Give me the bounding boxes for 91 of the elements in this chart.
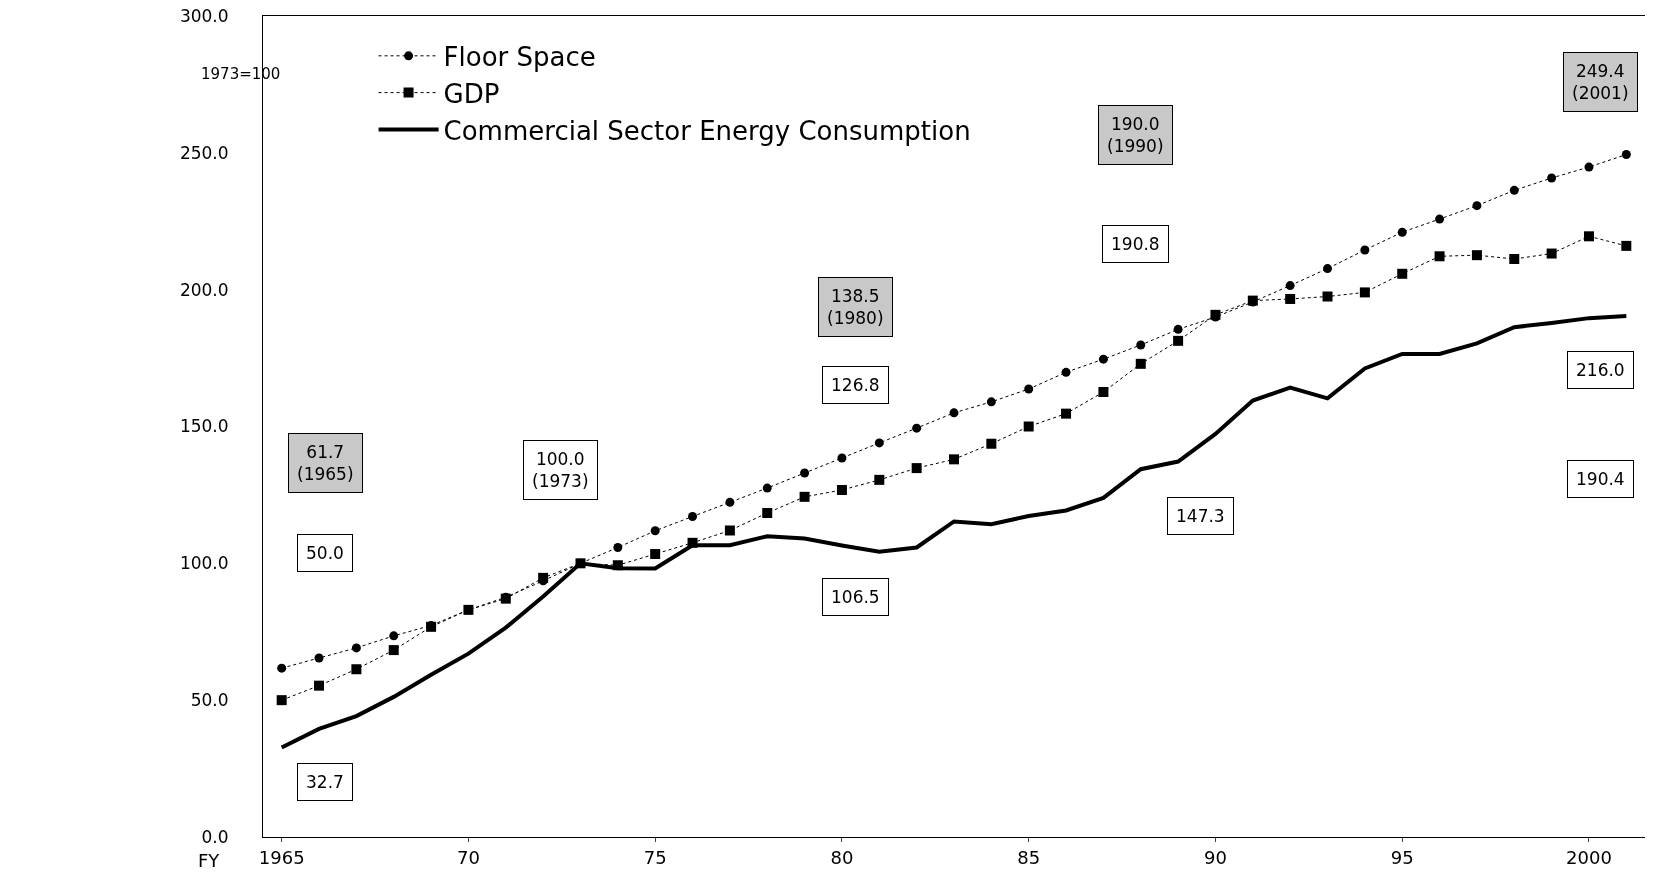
point <box>724 525 735 536</box>
point <box>1285 281 1295 291</box>
point <box>874 474 885 485</box>
point <box>986 397 996 407</box>
x-tick-label: 85 <box>1017 846 1041 868</box>
annotation: 190.0 (1990) <box>1107 114 1164 157</box>
point <box>1061 408 1072 419</box>
point <box>1023 421 1034 432</box>
point <box>314 680 325 691</box>
point <box>912 423 922 433</box>
point <box>538 572 549 583</box>
point <box>1621 149 1631 159</box>
point <box>949 408 959 418</box>
point <box>1173 335 1184 346</box>
point <box>1397 268 1408 279</box>
point <box>836 484 847 495</box>
point <box>874 438 884 448</box>
annotation: 61.7 (1965) <box>297 442 354 485</box>
point <box>688 512 698 522</box>
point <box>1285 293 1296 304</box>
point <box>1024 384 1034 394</box>
point <box>1434 251 1445 262</box>
point <box>1322 291 1333 302</box>
x-tick-label: 2000 <box>1566 846 1612 868</box>
point <box>613 542 623 552</box>
point <box>1435 214 1445 224</box>
x-tick-label: 1965 <box>258 846 305 868</box>
point <box>314 653 324 663</box>
annotation: 138.5 (1980) <box>827 286 884 329</box>
point <box>1584 162 1594 172</box>
y-tick-label: 200.0 <box>179 279 229 300</box>
point <box>1061 367 1071 377</box>
point <box>837 453 847 463</box>
point <box>986 438 997 449</box>
annotation: 190.4 <box>1576 469 1625 489</box>
y-tick-label: 100.0 <box>179 553 229 574</box>
legend-label: Commercial Sector Energy Consumption <box>443 115 971 146</box>
annotation: 100.0 (1973) <box>532 449 589 492</box>
x-tick-label: 95 <box>1390 846 1414 868</box>
point <box>650 526 660 536</box>
point <box>1173 324 1183 334</box>
point <box>1360 245 1370 255</box>
point <box>1323 264 1333 274</box>
annotation: 50.0 <box>306 543 344 563</box>
x-tick-label: 80 <box>830 846 854 868</box>
point <box>1509 254 1520 265</box>
point <box>949 454 959 465</box>
y-tick-label: 50.0 <box>190 690 229 711</box>
point <box>1098 354 1108 364</box>
point <box>1397 227 1407 237</box>
annotation: 126.8 <box>831 375 880 395</box>
legend-label: GDP <box>443 78 500 109</box>
point <box>1621 240 1632 251</box>
point <box>351 643 361 653</box>
point <box>1098 387 1109 398</box>
y-tick-label: 250.0 <box>179 142 229 163</box>
point <box>1583 231 1594 242</box>
annotation: 190.8 <box>1111 234 1160 254</box>
x-tick-label: 70 <box>456 846 480 868</box>
point <box>1546 248 1557 259</box>
x-tick-label: 90 <box>1204 846 1227 868</box>
point <box>799 491 810 502</box>
point <box>1472 201 1482 211</box>
x-tick-label: 75 <box>643 846 667 868</box>
point <box>725 497 735 507</box>
annotation: 106.5 <box>831 587 880 607</box>
point <box>276 695 287 706</box>
y-tick-label: 0.0 <box>201 826 229 847</box>
point <box>1547 173 1557 183</box>
point <box>911 463 922 474</box>
annotation: 216.0 <box>1576 360 1625 380</box>
point <box>800 468 810 478</box>
annotation: 32.7 <box>306 772 344 792</box>
point <box>1136 340 1146 350</box>
point <box>762 507 773 518</box>
point <box>650 549 661 560</box>
annotation: 249.4 (2001) <box>1572 61 1629 104</box>
point <box>389 631 399 641</box>
point <box>1359 287 1370 298</box>
y-tick-label: 150.0 <box>179 416 229 437</box>
point <box>762 483 772 493</box>
annotation: 147.3 <box>1176 506 1225 526</box>
point <box>351 664 362 675</box>
point <box>1135 358 1146 369</box>
point <box>388 645 399 656</box>
legend-label: Floor Space <box>443 41 596 72</box>
x-axis-title: FY <box>198 850 221 871</box>
point <box>1471 250 1482 261</box>
point <box>277 663 287 673</box>
point <box>1509 185 1519 195</box>
y-tick-label: 300.0 <box>179 5 229 26</box>
